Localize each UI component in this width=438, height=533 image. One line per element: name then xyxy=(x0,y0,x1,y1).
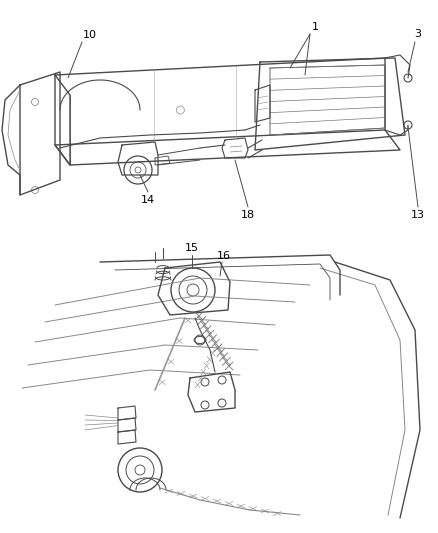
Text: 14: 14 xyxy=(141,195,155,205)
Text: 16: 16 xyxy=(216,251,230,261)
Text: 1: 1 xyxy=(311,22,318,32)
Text: 10: 10 xyxy=(83,30,97,40)
Text: 13: 13 xyxy=(410,210,424,220)
Text: 18: 18 xyxy=(240,210,254,220)
Text: 3: 3 xyxy=(413,29,420,39)
Text: 15: 15 xyxy=(184,243,198,253)
